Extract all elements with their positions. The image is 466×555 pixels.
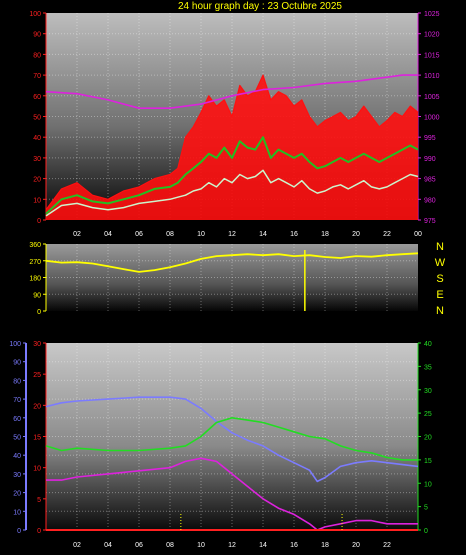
temp-right-tick-label: 40 xyxy=(424,341,432,348)
series-pressure xyxy=(45,74,418,109)
series-wind-direction xyxy=(45,252,419,273)
humidity-tick-label: 30 xyxy=(13,472,21,479)
compass-label: S xyxy=(436,273,443,285)
temp-left-tick-label: 25 xyxy=(33,372,41,379)
hour-tick-label: 16 xyxy=(290,542,298,549)
hour-tick-label: 08 xyxy=(166,231,174,238)
wind-tick-label: 100 xyxy=(29,11,41,18)
hour-tick-label: 10 xyxy=(197,542,205,549)
direction-tick-label: 180 xyxy=(29,276,41,283)
hour-tick-label: 18 xyxy=(321,231,329,238)
compass-label: N xyxy=(436,305,444,317)
direction-tick-label: 270 xyxy=(29,259,41,266)
hour-tick-label: 10 xyxy=(197,231,205,238)
humidity-tick-label: 90 xyxy=(13,360,21,367)
wind-tick-label: 90 xyxy=(33,32,41,39)
series-wind-gust xyxy=(45,74,419,211)
compass-label: N xyxy=(436,241,444,253)
direction-tick-label: 90 xyxy=(33,292,41,299)
temp-right-tick-label: 35 xyxy=(424,364,432,371)
temp-right-tick-label: 20 xyxy=(424,435,432,442)
hour-tick-label: 12 xyxy=(228,231,236,238)
temp-right-tick-label: 15 xyxy=(424,458,432,465)
pressure-tick-label: 1000 xyxy=(424,115,440,122)
pressure-tick-label: 1005 xyxy=(424,94,440,101)
humidity-tick-label: 10 xyxy=(13,509,21,516)
direction-tick-label: 360 xyxy=(29,242,41,249)
humidity-tick-label: 20 xyxy=(13,491,21,498)
temp-left-tick-label: 15 xyxy=(33,435,41,442)
temp-left-tick-label: 30 xyxy=(33,341,41,348)
temp-left-tick-label: 0 xyxy=(37,528,41,535)
hour-tick-label: 14 xyxy=(259,231,267,238)
pressure-tick-label: 1025 xyxy=(424,11,440,18)
pressure-tick-label: 980 xyxy=(424,197,436,204)
hour-tick-label: 22 xyxy=(383,231,391,238)
hour-tick-label: 02 xyxy=(73,231,81,238)
humidity-tick-label: 40 xyxy=(13,453,21,460)
wind-tick-label: 0 xyxy=(37,218,41,225)
hour-tick-label: 18 xyxy=(321,542,329,549)
wind-tick-label: 30 xyxy=(33,156,41,163)
panel-temp-bg xyxy=(46,343,418,530)
series-wind-gust-area xyxy=(46,75,418,220)
series-dewpoint xyxy=(46,457,418,531)
hour-tick-label: 04 xyxy=(104,542,112,549)
wind-tick-label: 80 xyxy=(33,52,41,59)
pressure-tick-label: 1020 xyxy=(424,32,440,39)
wind-tick-label: 70 xyxy=(33,73,41,80)
series-temperature xyxy=(45,416,418,461)
hour-tick-label: 08 xyxy=(166,542,174,549)
temp-left-tick-label: 5 xyxy=(37,497,41,504)
hour-tick-label: 22 xyxy=(383,542,391,549)
series-wind-avg xyxy=(45,136,419,215)
hour-tick-label: 04 xyxy=(104,231,112,238)
hour-tick-label: 06 xyxy=(135,542,143,549)
compass-label: W xyxy=(435,257,446,269)
temp-right-tick-label: 0 xyxy=(424,528,428,535)
pressure-tick-label: 1015 xyxy=(424,52,440,59)
humidity-tick-label: 60 xyxy=(13,416,21,423)
temp-left-tick-label: 10 xyxy=(33,466,41,473)
pressure-tick-label: 985 xyxy=(424,177,436,184)
chart-title: 24 hour graph day : 23 Octubre 2025 xyxy=(178,1,342,12)
wind-tick-label: 60 xyxy=(33,94,41,101)
humidity-tick-label: 80 xyxy=(13,378,21,385)
hour-tick-label: 20 xyxy=(352,231,360,238)
hour-tick-label: 12 xyxy=(228,542,236,549)
series-wind-speed xyxy=(45,169,419,217)
hour-tick-label: 00 xyxy=(414,231,422,238)
humidity-tick-label: 70 xyxy=(13,397,21,404)
wind-tick-label: 50 xyxy=(33,115,41,122)
wind-tick-label: 20 xyxy=(33,177,41,184)
pressure-tick-label: 1010 xyxy=(424,73,440,80)
temp-right-tick-label: 5 xyxy=(424,505,428,512)
compass-label: E xyxy=(436,289,443,301)
humidity-tick-label: 0 xyxy=(17,528,21,535)
series-humidity xyxy=(45,396,419,483)
temp-right-tick-label: 10 xyxy=(424,481,432,488)
direction-tick-label: 0 xyxy=(37,309,41,316)
hour-tick-label: 06 xyxy=(135,231,143,238)
hour-tick-label: 14 xyxy=(259,542,267,549)
pressure-tick-label: 995 xyxy=(424,135,436,142)
hour-tick-label: 20 xyxy=(352,542,360,549)
humidity-tick-label: 50 xyxy=(13,435,21,442)
pressure-tick-label: 990 xyxy=(424,156,436,163)
wind-tick-label: 10 xyxy=(33,197,41,204)
temp-left-tick-label: 20 xyxy=(33,403,41,410)
temp-right-tick-label: 25 xyxy=(424,411,432,418)
pressure-tick-label: 975 xyxy=(424,218,436,225)
hour-tick-label: 02 xyxy=(73,542,81,549)
wind-tick-label: 40 xyxy=(33,135,41,142)
hour-tick-label: 16 xyxy=(290,231,298,238)
humidity-tick-label: 100 xyxy=(9,341,21,348)
temp-right-tick-label: 30 xyxy=(424,388,432,395)
